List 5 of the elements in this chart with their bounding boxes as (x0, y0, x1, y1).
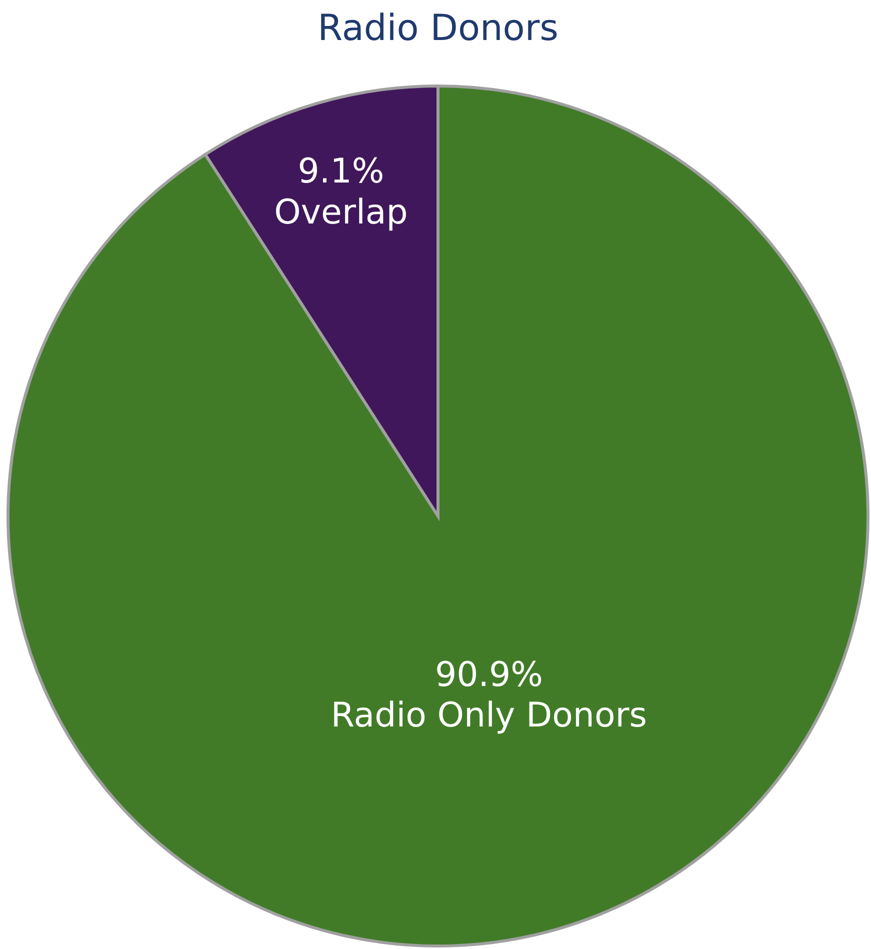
data-label: 9.1% (298, 152, 384, 192)
slice-label: Radio Only Donors (330, 696, 647, 736)
chart-title: Radio Donors (318, 8, 558, 49)
slice-label: Overlap (274, 192, 408, 232)
data-label: 90.9% (434, 654, 543, 695)
